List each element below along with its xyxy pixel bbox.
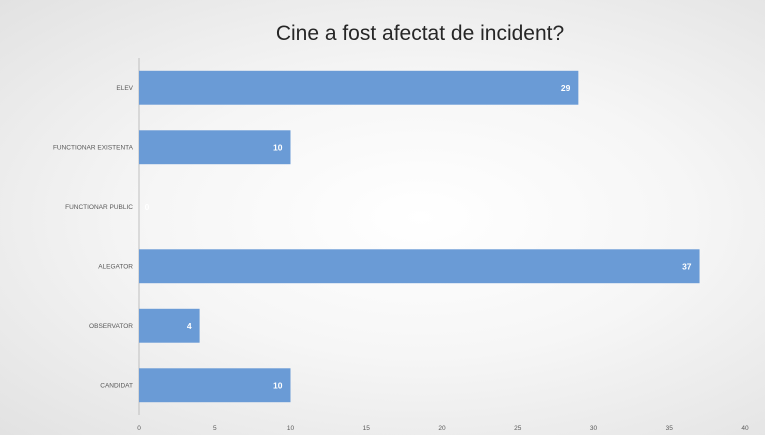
bar-1 [139,130,291,165]
category-label-5: CANDIDAT [100,382,133,389]
category-labels: ELEV FUNCTIONAR EXISTENTA FUNCTIONAR PUBLI… [53,85,134,390]
category-label-3: ALEGATOR [98,263,133,270]
category-label-4: OBSERVATOR [89,323,133,330]
x-tick-label-2: 10 [287,425,295,432]
chart-title: Cine a fost afectat de incident? [276,22,564,45]
x-tick-label-7: 35 [666,425,674,432]
x-tick-label-4: 20 [438,425,446,432]
data-label-3: 37 [682,261,692,271]
x-tick-label-0: 0 [137,425,141,432]
data-label-2: 0 [145,202,150,212]
data-label-5: 10 [273,380,283,390]
value-labels: 29 10 0 37 4 10 [145,83,692,391]
bar-3 [139,249,700,284]
x-tick-label-3: 15 [363,425,371,432]
category-label-0: ELEV [116,85,133,92]
x-tick-label-1: 5 [213,425,217,432]
x-tick-label-8: 40 [741,425,749,432]
x-tick-labels: 0 5 10 15 20 25 30 35 40 [137,425,749,432]
bar-0 [139,70,579,105]
data-label-1: 10 [273,142,283,152]
category-label-2: FUNCTIONAR PUBLIC [65,204,133,211]
bar-4 [139,308,200,343]
x-tick-label-6: 30 [590,425,598,432]
bars-group [139,70,700,403]
category-label-1: FUNCTIONAR EXISTENTA [53,144,134,151]
data-label-4: 4 [187,321,192,331]
x-tick-label-5: 25 [514,425,522,432]
data-label-0: 29 [561,83,571,93]
bar-5 [139,368,291,403]
